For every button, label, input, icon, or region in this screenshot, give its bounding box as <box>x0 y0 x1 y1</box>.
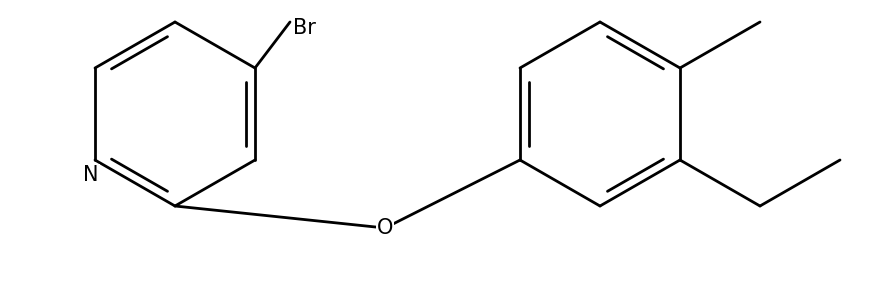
Text: Br: Br <box>293 18 316 38</box>
Text: O: O <box>377 218 393 238</box>
Text: N: N <box>83 165 98 185</box>
